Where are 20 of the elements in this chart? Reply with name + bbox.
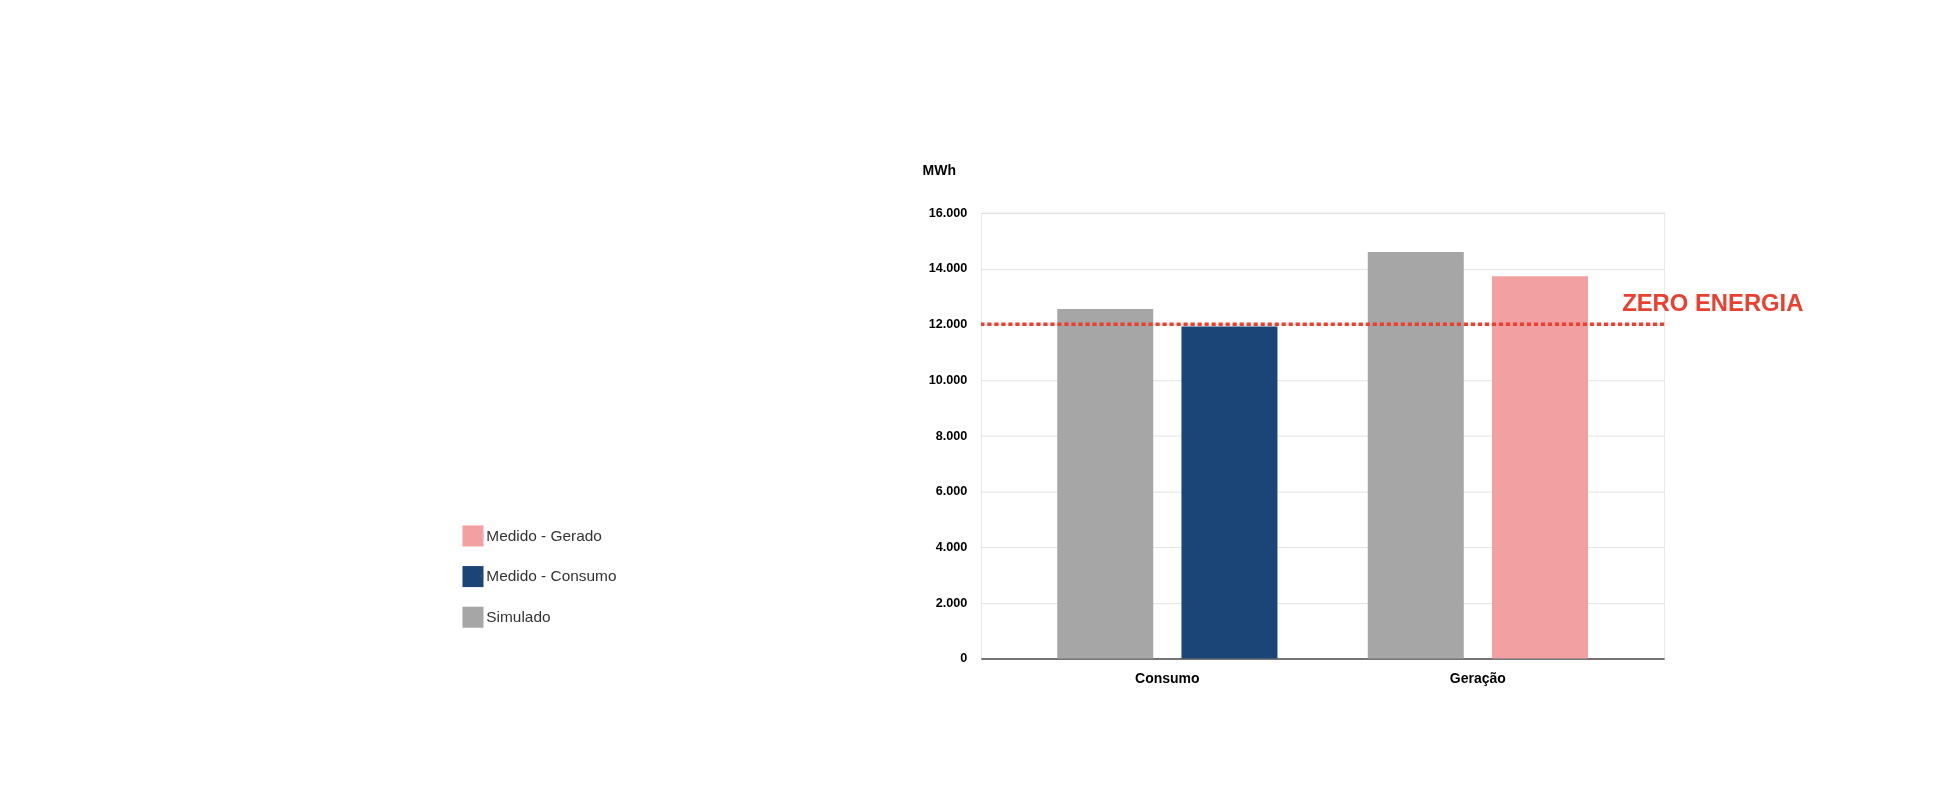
y-tick-label: 10.000 — [928, 372, 968, 387]
y-tick-label: 14.000 — [928, 261, 968, 276]
y-tick-label: 6.000 — [935, 484, 968, 499]
ref-line-label: ZERO ENERGIA — [1622, 289, 1804, 316]
y-tick-label: 2.000 — [935, 595, 968, 610]
y-axis-title: MWh — [922, 162, 957, 179]
bar — [1181, 326, 1278, 659]
legend-label: Simulado — [486, 608, 551, 626]
bar — [1057, 309, 1154, 659]
legend-label: Medido - Consumo — [486, 567, 617, 585]
legend-label: Medido - Gerado — [486, 526, 602, 544]
y-tick-label: 4.000 — [935, 540, 968, 554]
y-tick-label: 16.000 — [928, 205, 968, 220]
bar — [1492, 276, 1588, 659]
x-tick-label: Geração — [1449, 669, 1506, 686]
x-tick-label: Consumo — [1135, 669, 1200, 686]
y-tick-label: 8.000 — [935, 428, 968, 443]
y-tick-label: 0 — [960, 651, 968, 666]
y-tick-label: 12.000 — [928, 317, 968, 332]
bar — [1367, 251, 1464, 659]
